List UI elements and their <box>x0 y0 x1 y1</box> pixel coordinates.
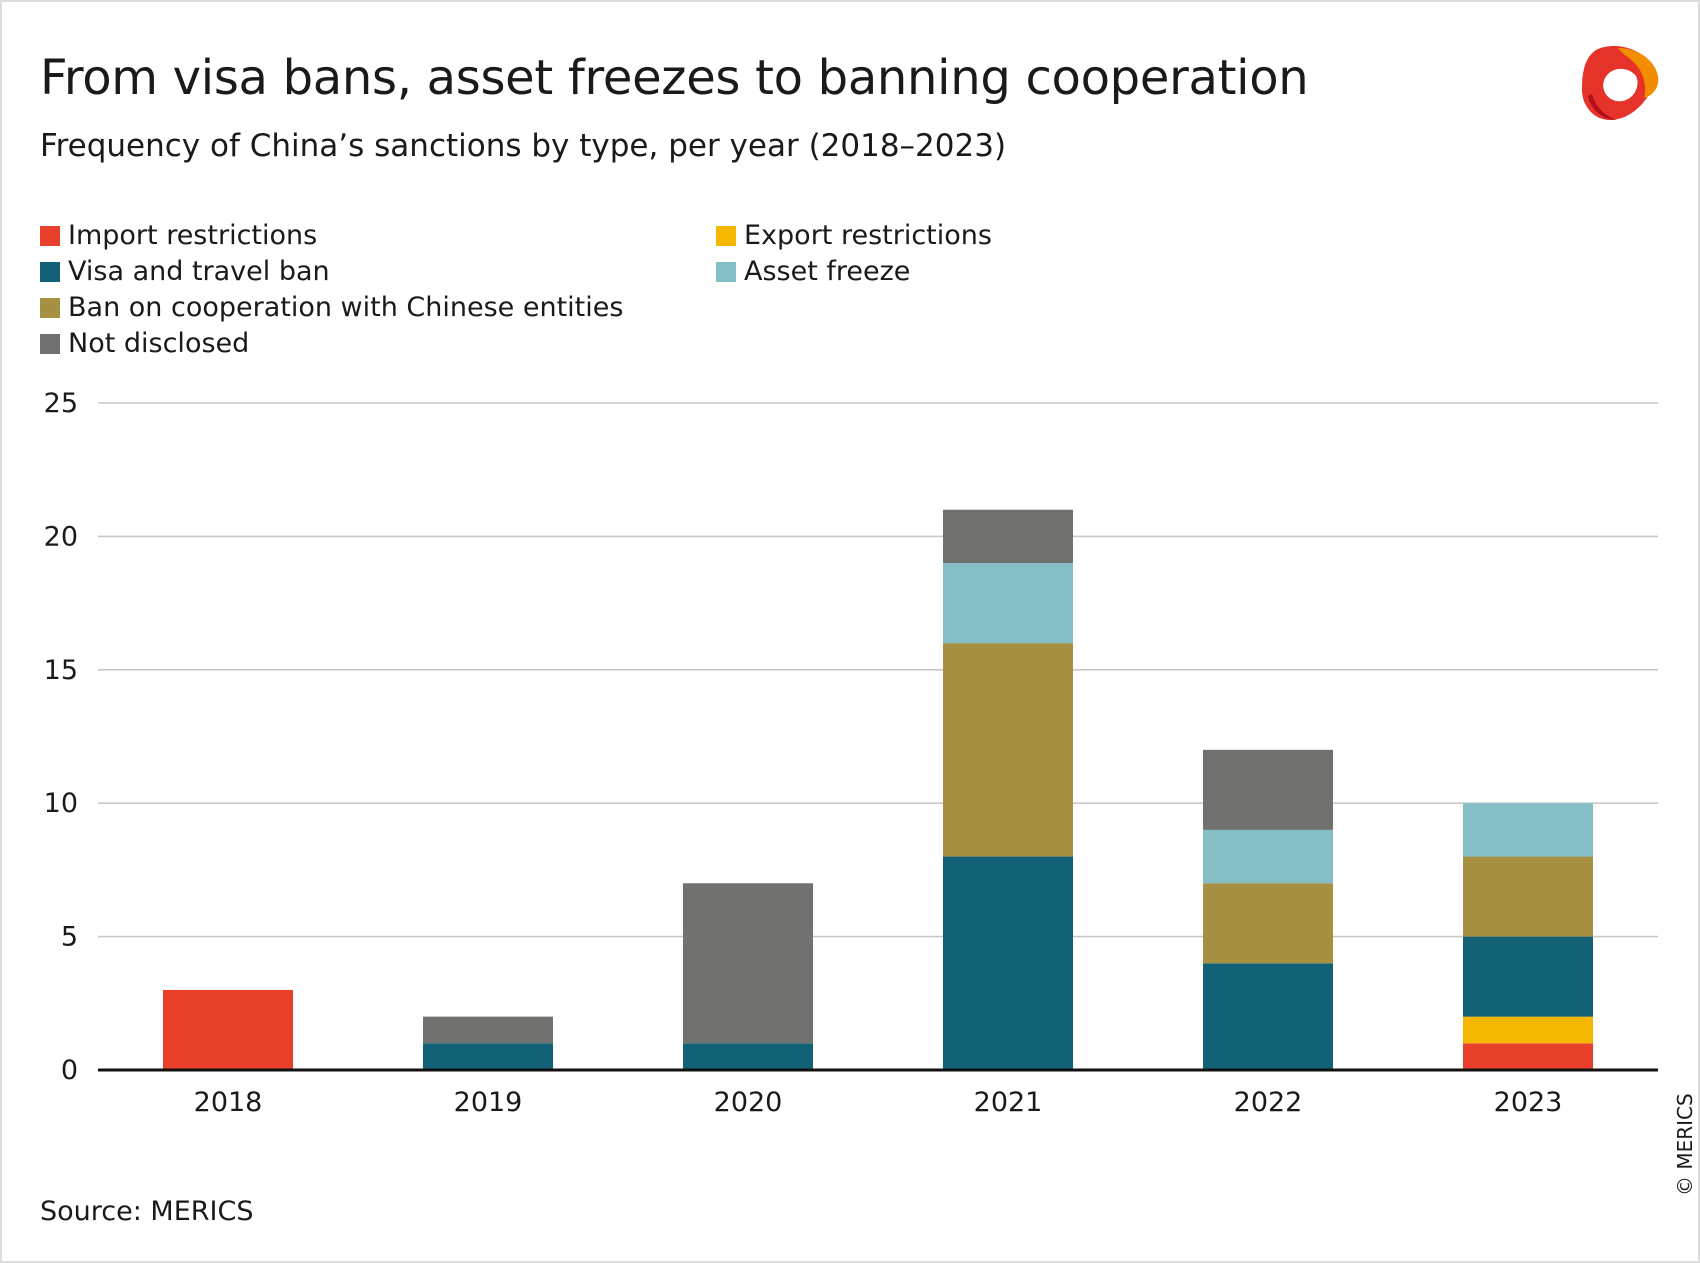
chart-title: From visa bans, asset freezes to banning… <box>40 50 1309 106</box>
legend-item-import-restrictions: Import restrictions <box>40 218 317 254</box>
legend-swatch-import-restrictions <box>40 226 60 246</box>
bar-2022-not-disclosed <box>1203 749 1333 830</box>
stacked-bar-chart: 0 5 10 15 20 25 2018 2019 2020 2021 2022 2023 <box>44 388 1658 1118</box>
bar-2021-not-disclosed <box>943 509 1073 564</box>
merics-logo-icon <box>1582 46 1659 120</box>
x-tick-label: 2020 <box>714 1087 783 1118</box>
source-note: Source: MERICS <box>40 1196 254 1227</box>
y-tick-label: 20 <box>44 521 78 552</box>
legend-label: Visa and travel ban <box>68 256 330 287</box>
bar-2023-import-restrictions <box>1463 1043 1593 1070</box>
chart-legend: Import restrictions Visa and travel ban Ba… <box>40 218 1040 368</box>
x-tick-label: 2023 <box>1494 1087 1563 1118</box>
bar-2021-ban-on-cooperation-with-chinese-entities <box>943 643 1073 857</box>
bar-2022-visa-and-travel-ban <box>1203 963 1333 1070</box>
legend-swatch-export-restrictions <box>716 226 736 246</box>
x-tick-label: 2021 <box>974 1087 1043 1118</box>
legend-swatch-visa-and-travel-ban <box>40 262 60 282</box>
bar-2022-ban-on-cooperation-with-chinese-entities <box>1203 883 1333 964</box>
bar-2023-export-restrictions <box>1463 1016 1593 1044</box>
legend-label: Ban on cooperation with Chinese entities <box>68 292 624 323</box>
legend-item-not-disclosed: Not disclosed <box>40 326 249 362</box>
bar-2019-visa-and-travel-ban <box>423 1043 553 1070</box>
bar-2023-visa-and-travel-ban <box>1463 936 1593 1017</box>
copyright-note: © MERICS <box>1673 1093 1697 1196</box>
legend-label: Not disclosed <box>68 328 250 359</box>
x-tick-label: 2018 <box>194 1087 263 1118</box>
bar-2021-visa-and-travel-ban <box>943 856 1073 1070</box>
x-tick-label: 2022 <box>1234 1087 1303 1118</box>
bar-2021-asset-freeze <box>943 563 1073 644</box>
bar-2023-asset-freeze <box>1463 803 1593 857</box>
bar-2023-ban-on-cooperation-with-chinese-entities <box>1463 856 1593 937</box>
y-tick-label: 10 <box>44 788 78 819</box>
bar-2020-visa-and-travel-ban <box>683 1043 813 1070</box>
legend-item-visa-and-travel-ban: Visa and travel ban <box>40 254 330 290</box>
y-tick-label: 0 <box>61 1055 78 1086</box>
chart-subtitle: Frequency of China’s sanctions by type, … <box>40 128 1007 164</box>
x-tick-label: 2019 <box>454 1087 523 1118</box>
y-tick-label: 15 <box>44 655 78 686</box>
y-tick-label: 5 <box>61 922 78 953</box>
bar-2020-not-disclosed <box>683 883 813 1044</box>
legend-label: Import restrictions <box>68 220 318 251</box>
legend-item-export-restrictions: Export restrictions <box>716 218 992 254</box>
legend-swatch-asset-freeze <box>716 262 736 282</box>
legend-swatch-not-disclosed <box>40 334 60 354</box>
legend-swatch-ban-on-cooperation-with-chinese-entities <box>40 298 60 318</box>
legend-label: Asset freeze <box>744 256 911 287</box>
legend-label: Export restrictions <box>744 220 992 251</box>
y-tick-label: 25 <box>44 388 78 419</box>
bar-2018-import-restrictions <box>163 989 293 1070</box>
legend-item-ban-on-cooperation-with-chinese-entities: Ban on cooperation with Chinese entities <box>40 290 623 326</box>
legend-item-asset-freeze: Asset freeze <box>716 254 910 290</box>
bar-2022-asset-freeze <box>1203 829 1333 884</box>
bar-2019-not-disclosed <box>423 1016 553 1044</box>
